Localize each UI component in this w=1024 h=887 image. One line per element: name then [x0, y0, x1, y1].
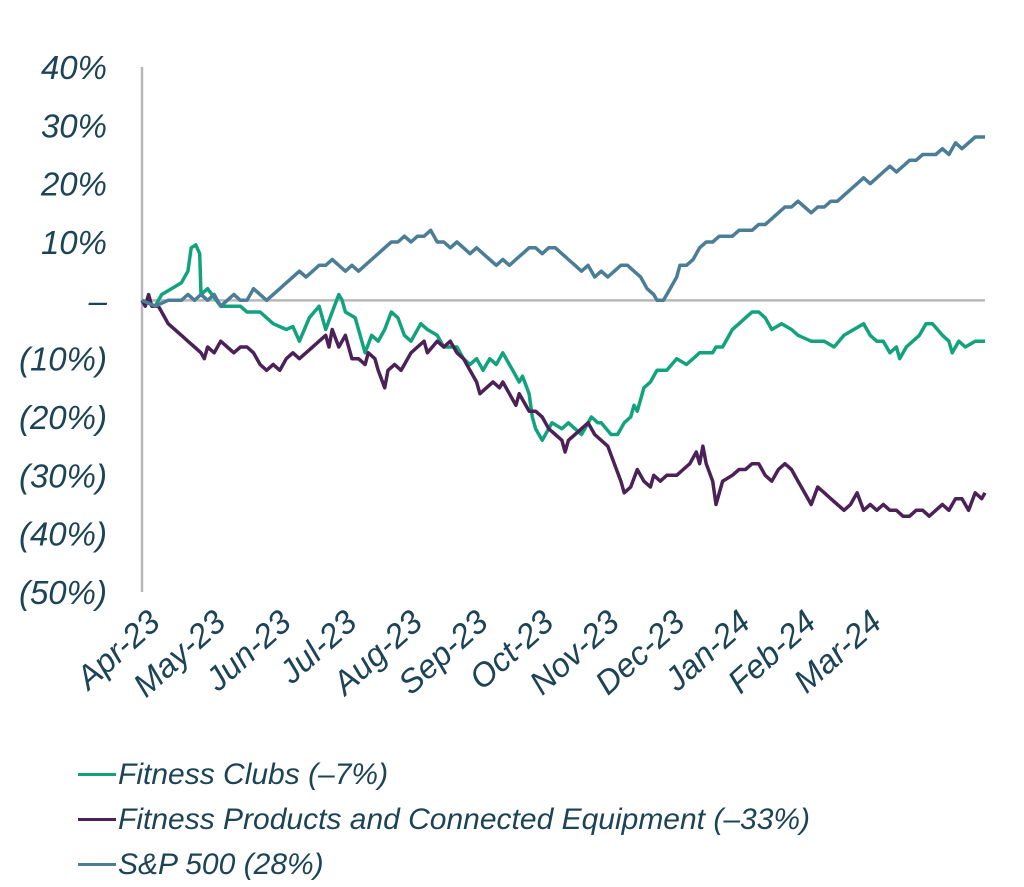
- series-lines: [140, 135, 987, 518]
- series-line-2: [141, 135, 985, 308]
- series-line-1: [140, 292, 987, 518]
- y-tick-label: 30%: [41, 107, 107, 144]
- legend-label: Fitness Clubs (–7%): [118, 757, 389, 791]
- legend-swatch: [78, 863, 116, 866]
- y-tick-label: 40%: [41, 49, 107, 86]
- legend-item: Fitness Products and Connected Equipment…: [78, 797, 810, 842]
- legend-item: S&P 500 (28%): [78, 842, 810, 887]
- legend-item: Fitness Clubs (–7%): [78, 752, 810, 797]
- y-tick-label: (30%): [19, 457, 107, 494]
- x-axis-tick-labels: Apr-23May-23Jun-23Jul-23Aug-23Sep-23Oct-…: [67, 602, 888, 704]
- y-tick-label: 10%: [41, 224, 107, 261]
- y-tick-label: (20%): [19, 399, 107, 436]
- y-tick-label: (50%): [19, 574, 107, 611]
- y-tick-label: –: [88, 282, 108, 319]
- legend-swatch: [78, 818, 116, 821]
- y-tick-label: (10%): [19, 341, 107, 378]
- legend-label: S&P 500 (28%): [118, 847, 324, 881]
- y-axis-tick-labels: 40% 30% 20% 10% – (10%) (20%) (30%) (40%) (50%): [19, 49, 108, 611]
- series-line-0: [141, 243, 985, 443]
- y-tick-label: (40%): [19, 516, 107, 553]
- y-tick-label: 20%: [40, 166, 107, 203]
- legend: Fitness Clubs (–7%) Fitness Products and …: [78, 752, 810, 887]
- legend-label: Fitness Products and Connected Equipment…: [118, 802, 811, 836]
- legend-swatch: [78, 773, 116, 776]
